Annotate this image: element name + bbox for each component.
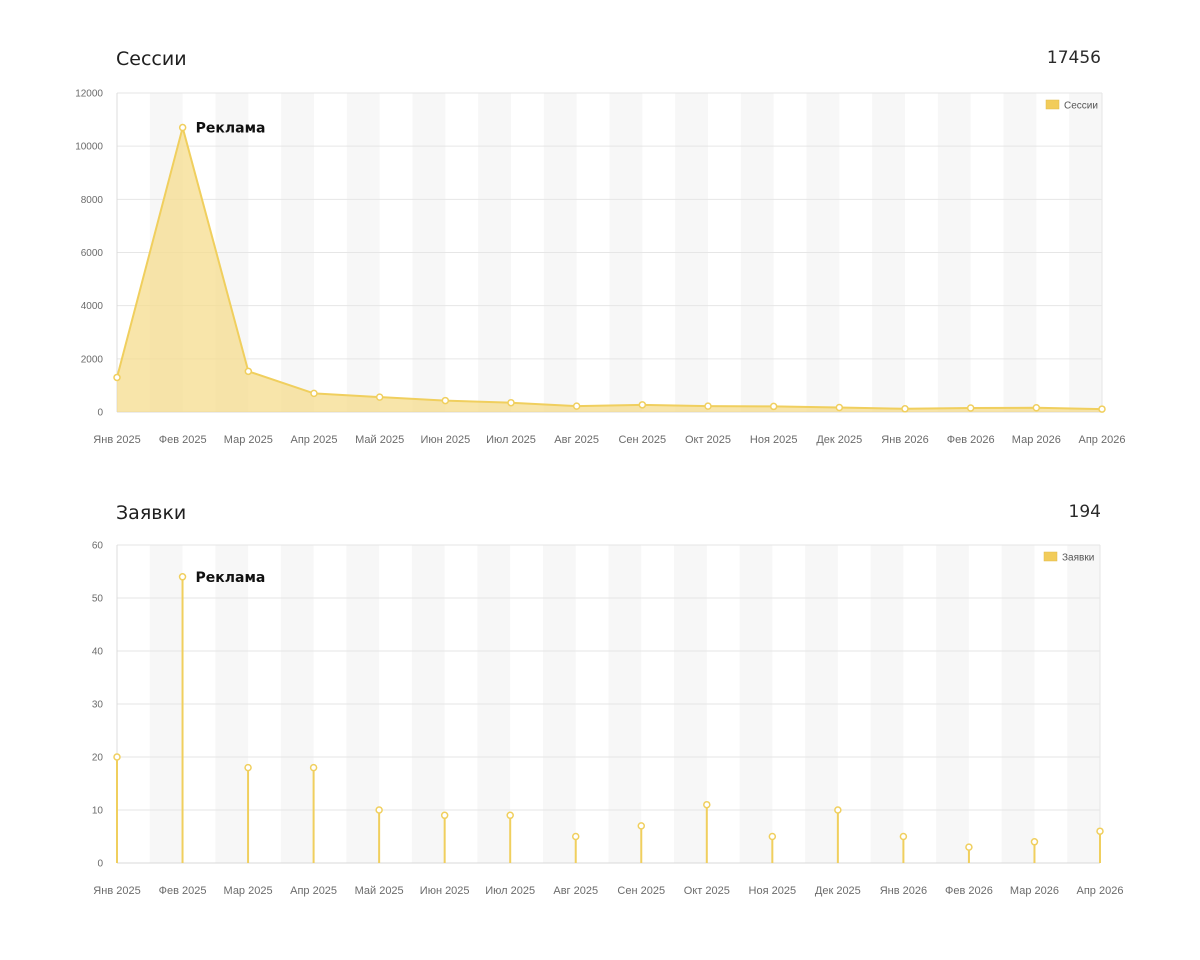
- y-tick-label: 10000: [75, 142, 103, 153]
- data-point: [178, 573, 187, 581]
- annotation-label: Реклама: [196, 570, 266, 586]
- data-point: [966, 404, 975, 412]
- y-tick-label: 40: [92, 647, 104, 658]
- legend-label: Сессии: [1064, 101, 1098, 112]
- sessions-area: [117, 127, 1102, 412]
- x-tick-label: Авг 2025: [553, 885, 598, 897]
- x-tick-label: Дек 2025: [815, 885, 861, 897]
- x-tick-label: Май 2025: [355, 885, 404, 897]
- x-tick-label: Янв 2025: [93, 885, 140, 897]
- data-point: [769, 402, 778, 411]
- data-point: [507, 398, 515, 407]
- x-tick-label: Окт 2025: [685, 434, 731, 446]
- legend-label: Заявки: [1062, 553, 1094, 564]
- sessions-panel: Сессии 17456 0 2000 4000 6000 8000 10000 12000…: [0, 0, 1200, 470]
- data-point: [244, 763, 252, 772]
- data-point: [310, 389, 318, 398]
- data-point: [375, 393, 384, 401]
- sessions-total: 17456: [1046, 48, 1101, 68]
- leads-panel: Заявки 194 0 10 20 30 40 50 60 Янв 2025 Фев 2025…: [0, 470, 1200, 920]
- data-point: [1098, 405, 1106, 413]
- data-point: [178, 123, 187, 132]
- leads-title: Заявки: [116, 502, 187, 524]
- x-tick-label: Сен 2025: [618, 434, 666, 446]
- x-tick-label: Апр 2026: [1077, 885, 1124, 897]
- x-tick-label: Фев 2025: [159, 434, 207, 446]
- data-point: [441, 396, 450, 405]
- data-point: [835, 403, 844, 412]
- data-point: [901, 405, 909, 413]
- data-point: [244, 367, 253, 376]
- x-tick-label: Окт 2025: [684, 885, 730, 897]
- data-point: [834, 806, 842, 814]
- x-tick-label: Авг 2025: [554, 434, 599, 446]
- y-tick-label: 0: [97, 859, 103, 870]
- data-point: [1030, 838, 1039, 846]
- x-tick-label: Мар 2025: [224, 434, 273, 446]
- y-tick-label: 2000: [81, 354, 104, 365]
- x-tick-label: Мар 2026: [1010, 885, 1059, 897]
- data-point: [113, 753, 121, 761]
- x-tick-label: Дек 2025: [816, 434, 862, 446]
- y-tick-label: 30: [92, 700, 104, 711]
- sessions-chart: 0 2000 4000 6000 8000 10000 12000 Янв 2025 Фев 2…: [75, 89, 1126, 447]
- x-tick-label: Ноя 2025: [749, 885, 797, 897]
- y-tick-label: 50: [92, 594, 104, 605]
- data-point: [1096, 827, 1104, 835]
- x-tick-label: Апр 2026: [1079, 434, 1126, 446]
- data-point: [309, 763, 318, 772]
- data-point: [899, 832, 908, 841]
- x-tick-label: Апр 2025: [291, 434, 338, 446]
- x-tick-label: Мар 2026: [1012, 434, 1061, 446]
- data-point: [113, 373, 121, 382]
- legend-swatch: [1043, 551, 1058, 562]
- data-point: [703, 800, 711, 809]
- leads-total: 194: [1068, 502, 1101, 522]
- y-tick-label: 20: [92, 753, 104, 764]
- x-tick-label: Янв 2025: [93, 434, 140, 446]
- data-point: [1032, 403, 1041, 412]
- y-tick-label: 10: [92, 806, 104, 817]
- data-point: [506, 811, 514, 820]
- y-tick-label: 8000: [81, 195, 104, 206]
- data-point: [638, 401, 647, 409]
- sessions-title: Сессии: [116, 48, 187, 70]
- x-tick-label: Ноя 2025: [750, 434, 798, 446]
- data-point: [637, 822, 646, 830]
- y-tick-label: 0: [97, 408, 103, 419]
- x-tick-label: Апр 2025: [290, 885, 337, 897]
- x-tick-label: Май 2025: [355, 434, 404, 446]
- x-tick-label: Янв 2026: [881, 434, 928, 446]
- x-tick-label: Янв 2026: [880, 885, 927, 897]
- x-tick-label: Фев 2026: [945, 885, 993, 897]
- x-tick-label: Июл 2025: [485, 885, 535, 897]
- sessions-line: [116, 123, 1103, 411]
- data-point: [965, 843, 973, 851]
- legend-swatch: [1045, 99, 1060, 110]
- y-tick-label: 6000: [81, 248, 104, 259]
- leads-chart: 0 10 20 30 40 50 60 Янв 2025 Фев 2025 Мар 2025 Апр…: [92, 541, 1124, 898]
- data-point: [572, 402, 581, 410]
- y-tick-label: 60: [92, 541, 104, 552]
- y-tick-label: 12000: [75, 89, 103, 100]
- data-point: [375, 806, 383, 814]
- x-tick-label: Фев 2025: [159, 885, 207, 897]
- x-tick-label: Июн 2025: [420, 434, 470, 446]
- x-tick-label: Июл 2025: [486, 434, 536, 446]
- annotation-label: Реклама: [196, 121, 266, 137]
- y-tick-label: 4000: [81, 301, 104, 312]
- x-tick-label: Фев 2026: [947, 434, 995, 446]
- data-point: [440, 811, 449, 820]
- data-point: [768, 832, 777, 841]
- x-tick-label: Сен 2025: [617, 885, 665, 897]
- x-tick-label: Мар 2025: [224, 885, 273, 897]
- data-point: [704, 402, 712, 410]
- data-point: [571, 832, 580, 841]
- x-tick-label: Июн 2025: [420, 885, 470, 897]
